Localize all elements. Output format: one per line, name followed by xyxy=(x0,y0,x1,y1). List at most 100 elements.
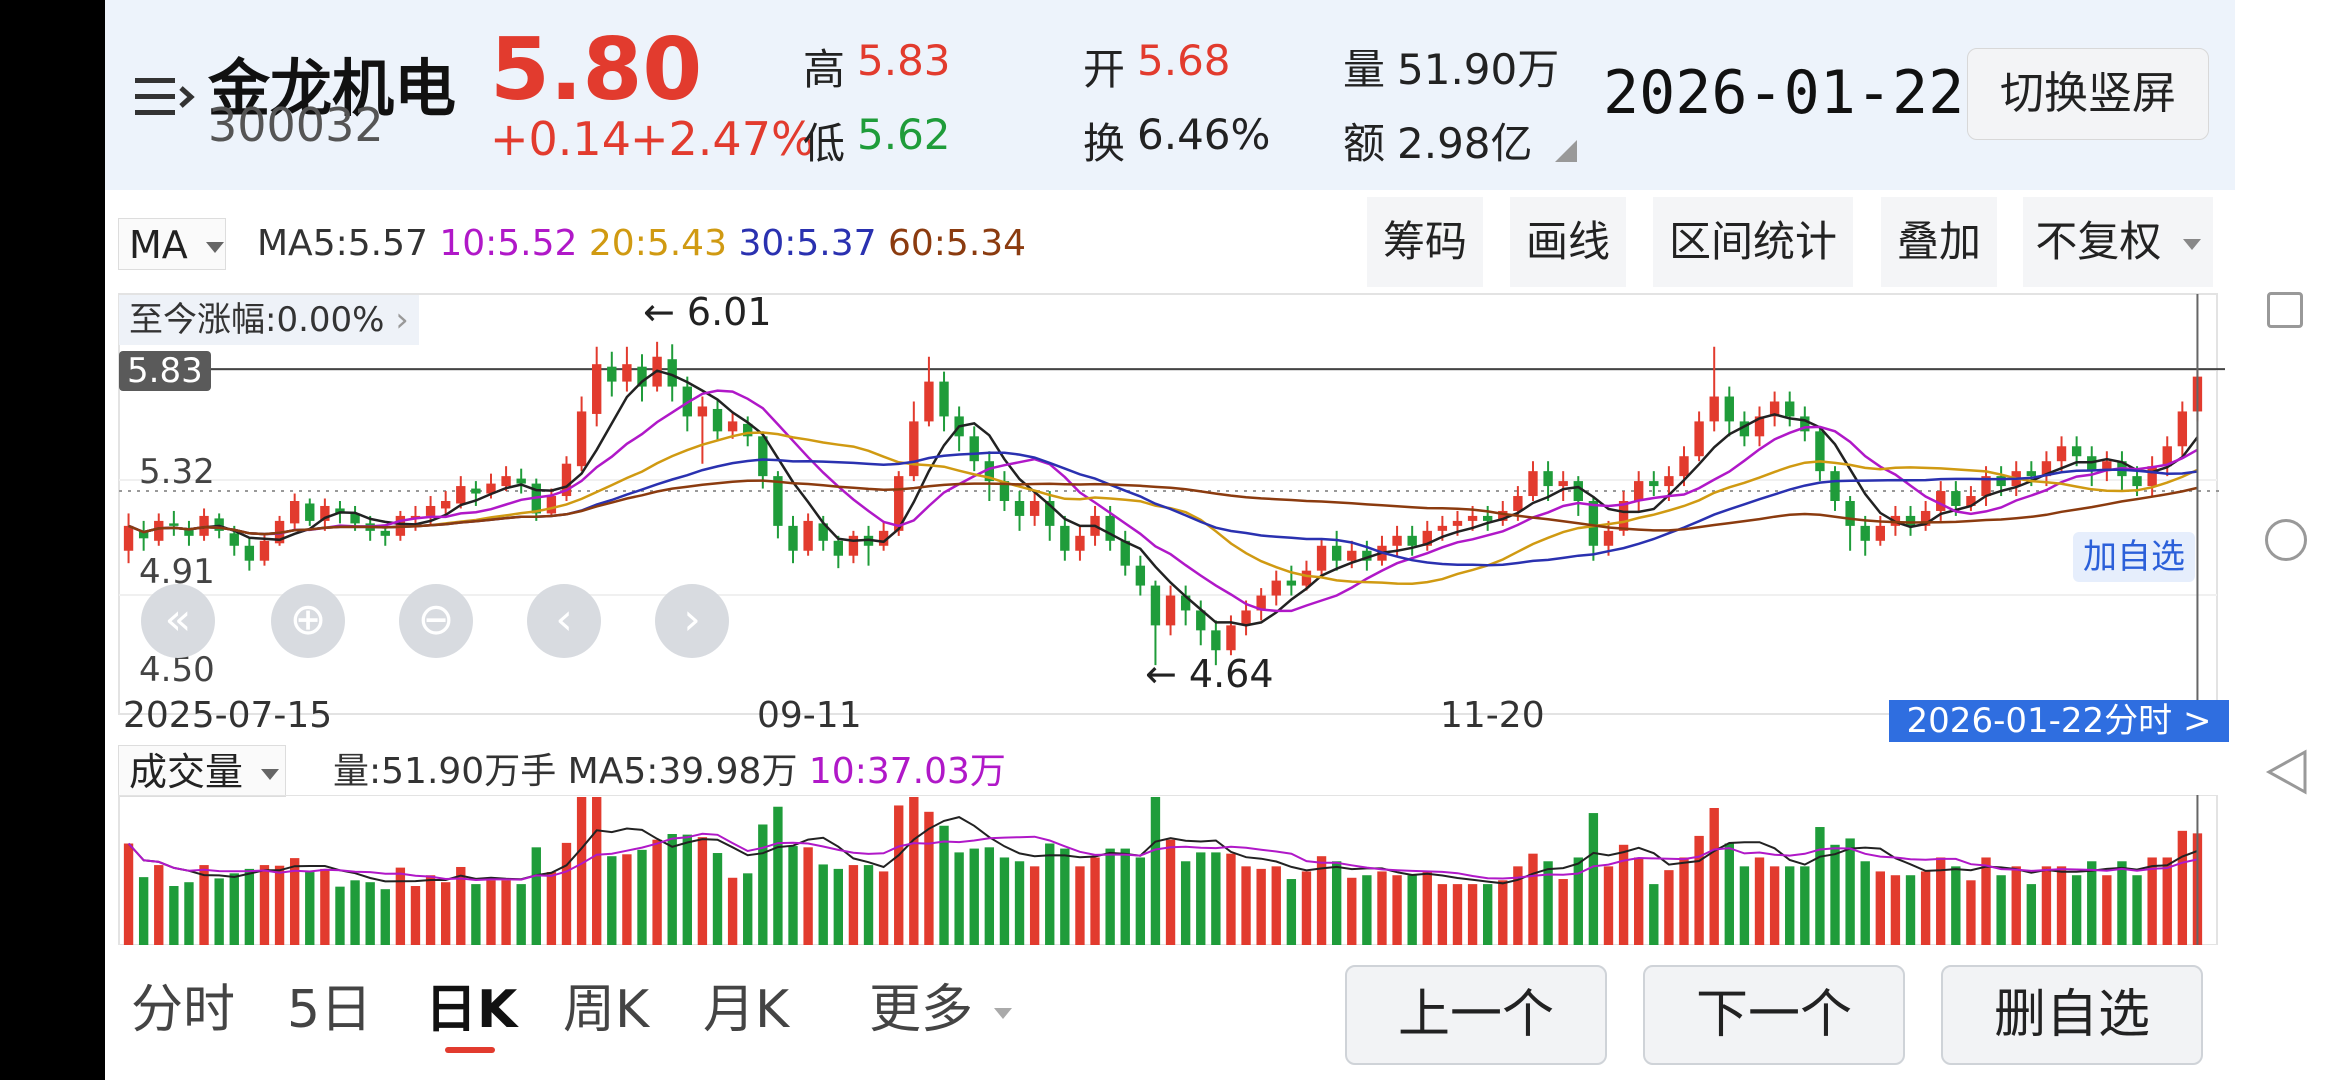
candle xyxy=(1936,491,1946,511)
candle xyxy=(1513,496,1523,511)
candle xyxy=(305,503,315,521)
tool-draw-line[interactable]: 画线 xyxy=(1510,197,1626,287)
tool-overlay[interactable]: 叠加 xyxy=(1881,197,1997,287)
volume-bar xyxy=(1800,866,1810,945)
volume-bar xyxy=(1769,866,1780,945)
volume-bar xyxy=(214,878,224,945)
switch-portrait-button[interactable]: 切换竖屏 xyxy=(1967,48,2209,140)
candle xyxy=(848,535,859,556)
candle xyxy=(1679,456,1689,477)
previous-button[interactable]: 上一个 xyxy=(1345,965,1607,1065)
low-label: 低 xyxy=(803,119,846,168)
back-icon[interactable] xyxy=(2265,748,2309,800)
volume-bar xyxy=(335,886,345,945)
candle xyxy=(1724,396,1734,422)
price-change: +0.14 xyxy=(490,112,631,166)
candle xyxy=(1905,515,1916,526)
candle xyxy=(123,525,134,551)
candle xyxy=(1467,515,1478,521)
since-change-label: 至今涨幅:0.00% xyxy=(129,300,385,340)
expand-corner-icon[interactable] xyxy=(1555,140,1577,162)
volume-selector[interactable]: 成交量 xyxy=(118,745,286,797)
volume-bar xyxy=(289,858,300,945)
candle xyxy=(2071,446,2082,457)
candle xyxy=(1754,416,1765,437)
volume-bar xyxy=(305,872,315,945)
volume-bar xyxy=(1150,797,1161,945)
candle xyxy=(1150,585,1161,626)
caret-down-icon xyxy=(993,1007,1012,1019)
volume-bar xyxy=(138,877,149,945)
candle xyxy=(1362,550,1372,561)
ma60-value: 60:5.34 xyxy=(887,223,1027,264)
candle xyxy=(380,530,390,536)
candle xyxy=(773,476,783,526)
candle xyxy=(350,513,360,524)
candle xyxy=(818,523,828,541)
volume-bar xyxy=(2056,866,2067,945)
volume-bar xyxy=(1618,844,1629,945)
candle xyxy=(1966,496,1976,506)
volume-value: 51.90万 xyxy=(1397,45,1560,94)
tab-monthly-k[interactable]: 月K xyxy=(703,980,790,1040)
tab-intraday[interactable]: 分时 xyxy=(131,980,236,1040)
ma-selector[interactable]: MA xyxy=(118,218,226,270)
candle xyxy=(1694,421,1704,457)
candle xyxy=(592,364,602,414)
candle xyxy=(1664,476,1674,487)
candle xyxy=(138,530,149,539)
candle xyxy=(833,540,844,556)
tool-adjust[interactable]: 不复权 xyxy=(2023,197,2213,287)
volume-bar xyxy=(878,871,889,945)
candle xyxy=(1543,471,1553,487)
volume-bar xyxy=(1588,813,1599,945)
menu-icon[interactable] xyxy=(135,72,195,122)
candle xyxy=(244,545,255,561)
next-button[interactable]: 下一个 xyxy=(1643,965,1905,1065)
since-change-badge[interactable]: 至今涨幅:0.00% › xyxy=(119,295,419,345)
volume-bar xyxy=(622,854,632,945)
volume-bar xyxy=(1377,871,1387,945)
volume-bar xyxy=(863,865,874,945)
volume-bar xyxy=(1196,852,1206,945)
volume-bar xyxy=(1286,879,1297,945)
caret-down-icon xyxy=(2182,239,2201,250)
volume-bar xyxy=(727,877,738,945)
volume-bar xyxy=(1498,880,1508,945)
tab-more[interactable]: 更多 xyxy=(869,975,1012,1045)
volume-bar xyxy=(486,880,496,945)
kline-chart[interactable] xyxy=(105,290,2235,720)
candle xyxy=(1830,471,1840,501)
volume-bar xyxy=(1226,853,1236,945)
candle xyxy=(1588,501,1599,546)
volume-bar xyxy=(803,847,813,945)
remove-watch-button[interactable]: 删自选 xyxy=(1941,965,2203,1065)
intraday-link[interactable]: 2026-01-22分时 > xyxy=(1889,700,2229,742)
android-nav-bar xyxy=(2235,0,2340,1080)
volume-bar xyxy=(1739,866,1750,945)
candle xyxy=(607,366,617,382)
home-icon[interactable] xyxy=(2265,519,2307,561)
rewind-icon[interactable]: « xyxy=(141,584,215,658)
recent-apps-icon[interactable] xyxy=(2267,292,2303,328)
tool-chips[interactable]: 筹码 xyxy=(1367,197,1483,287)
candle xyxy=(1498,510,1508,521)
volume-chart[interactable] xyxy=(105,795,2235,945)
volume-bar xyxy=(894,805,904,945)
zoom-out-icon[interactable]: ⊖ xyxy=(399,584,473,658)
zoom-in-icon[interactable]: ⊕ xyxy=(271,584,345,658)
next-arrow-icon[interactable]: › xyxy=(655,584,729,658)
prev-arrow-icon[interactable]: ‹ xyxy=(527,584,601,658)
volume-bar xyxy=(788,846,798,945)
candle xyxy=(1769,401,1780,417)
quote-date: 2026-01-22 xyxy=(1603,58,1965,128)
tool-interval-stats[interactable]: 区间统计 xyxy=(1653,197,1853,287)
tab-weekly-k[interactable]: 周K xyxy=(563,980,650,1040)
add-watch-button[interactable]: 加自选 xyxy=(2073,532,2195,582)
volume-bar xyxy=(924,811,934,945)
tab-daily-k[interactable]: 日K xyxy=(425,980,518,1040)
volume-values: 量:51.90万手 MA5:39.98万 10:37.03万 xyxy=(333,748,1006,796)
active-tab-underline xyxy=(445,1047,495,1053)
candle xyxy=(1528,471,1538,497)
tab-5day[interactable]: 5日 xyxy=(287,980,373,1040)
